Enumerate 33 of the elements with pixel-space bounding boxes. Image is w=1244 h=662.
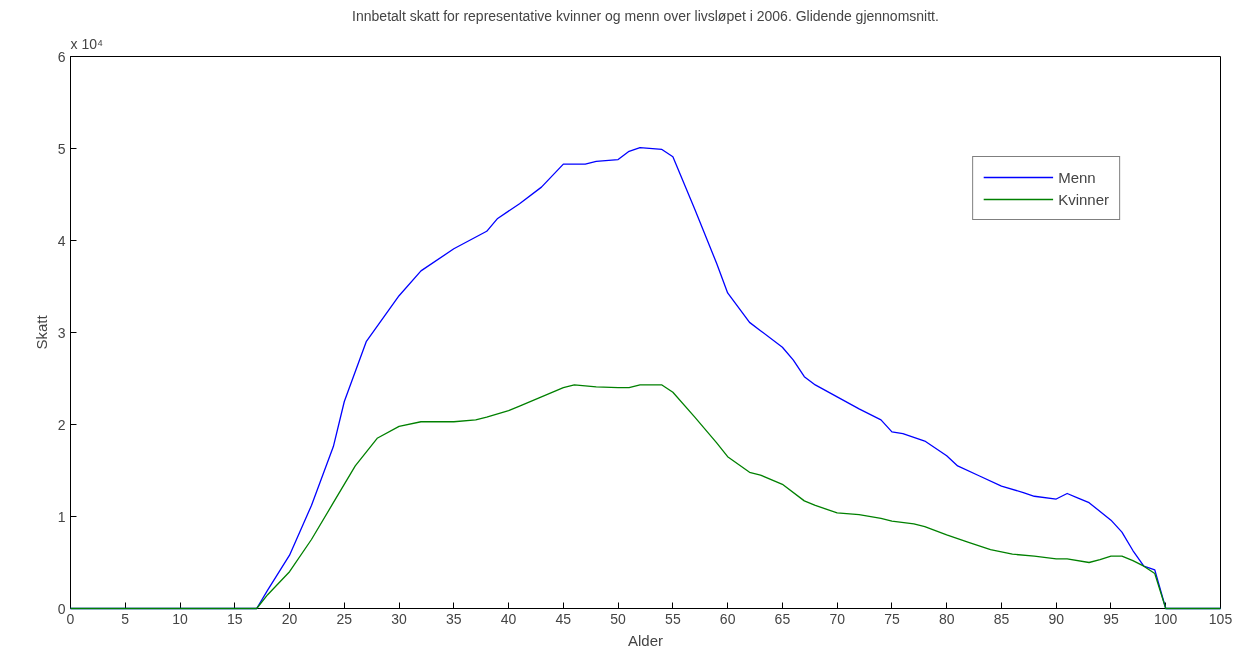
text: x 10⁴ <box>70 35 103 52</box>
x-tick-label: 50 <box>610 610 627 627</box>
x-tick-label: 40 <box>500 610 517 627</box>
y-tick-label: 4 <box>57 232 66 249</box>
x-tick-label: 100 <box>1154 610 1178 627</box>
x-tick-label: 35 <box>446 610 462 627</box>
x-tick-label: 85 <box>993 610 1010 627</box>
y-tick-label: 3 <box>57 324 66 341</box>
x-tick-label: 30 <box>391 610 408 627</box>
y-axis-title: Skatt <box>32 314 50 350</box>
y-tick-label: 5 <box>57 140 66 157</box>
x-tick-label: 65 <box>774 610 791 627</box>
x-axis-title: Alder <box>627 631 664 649</box>
x-tick-label: 25 <box>336 610 353 627</box>
x-tick-label: 70 <box>829 610 846 627</box>
x-tick-label: 60 <box>719 610 736 627</box>
x-tick-label: 90 <box>1048 610 1065 627</box>
legend-label: Kvinner <box>1058 190 1109 208</box>
x-tick-label: 75 <box>884 610 900 627</box>
x-tick-label: 5 <box>121 610 130 627</box>
x-tick-label: 80 <box>938 610 955 627</box>
y-tick-label: 6 <box>57 48 66 65</box>
chart-title: Innbetalt skatt for representative kvinner og menn over livsløpet i 2006. Glidende gjennomsnitt. <box>352 7 939 24</box>
x-tick-label: 20 <box>281 610 298 627</box>
y-tick-label: 2 <box>57 416 66 433</box>
legend-label: Menn <box>1058 168 1096 186</box>
x-tick-label: 15 <box>227 610 243 627</box>
x-tick-label: 45 <box>555 610 572 627</box>
x-tick-label: 10 <box>172 610 189 627</box>
y-tick-label: 1 <box>57 508 66 525</box>
x-tick-label: 95 <box>1103 610 1119 627</box>
x-tick-label: 55 <box>665 610 681 627</box>
x-tick-label: 105 <box>1208 610 1233 627</box>
